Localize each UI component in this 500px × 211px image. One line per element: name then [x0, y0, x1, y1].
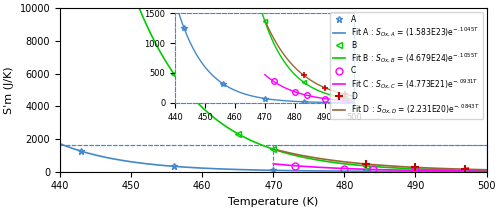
Y-axis label: S'm (J/K): S'm (J/K): [4, 66, 14, 114]
Legend: A, Fit A : $S_{Ox,A}$ = (1.583E23)e$^{-.1045T}$, B, Fit B : $S_{Ox,B}$ = (4.679E: A, Fit A : $S_{Ox,A}$ = (1.583E23)e$^{-.…: [330, 12, 483, 119]
X-axis label: Temperature (K): Temperature (K): [228, 197, 318, 207]
Bar: [60, 145, 486, 172]
